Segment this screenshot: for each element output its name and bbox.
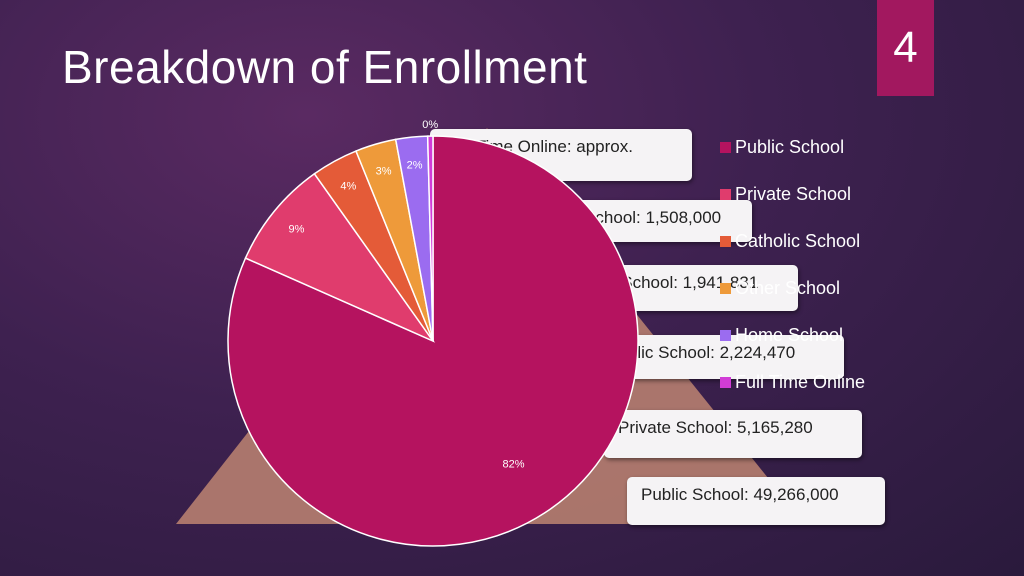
legend-item-full-time-online: Full Time Online: [720, 372, 865, 393]
pie-slice-private-school: [244, 172, 436, 343]
pyramid-box-label: Private School: 5,165,280: [618, 418, 813, 437]
legend-label: Catholic School: [735, 231, 861, 251]
legend-swatch: [720, 330, 731, 341]
data-label-home-school: 2%: [407, 160, 423, 172]
pyramid-box-full-time-online: Full Time Online: approx. 250,000: [430, 129, 692, 181]
data-label-other-school: 3%: [376, 166, 392, 178]
legend-swatch: [720, 236, 731, 247]
data-label-catholic-school: 4%: [340, 180, 356, 192]
pie-slice-public-school: [227, 135, 639, 547]
legend-item-public-school: Public School: [720, 137, 844, 158]
pie-slice-full-time-online: [426, 135, 434, 342]
legend-label: Home School: [735, 325, 844, 345]
pyramid-box-public-school: Public School: 49,266,000: [627, 477, 885, 525]
data-label-private-school: 9%: [289, 223, 305, 235]
legend-swatch: [720, 142, 731, 153]
legend-label: Private School: [735, 184, 852, 204]
legend-item-catholic-school: Catholic School: [720, 231, 860, 252]
legend-swatch: [720, 189, 731, 200]
slide-number-badge: 4: [877, 0, 934, 96]
legend-swatch: [720, 283, 731, 294]
data-label-full-time-online: 0%: [422, 119, 438, 131]
legend-item-private-school: Private School: [720, 184, 851, 205]
pyramid-box-label: Catholic School: 2,224,470: [592, 343, 796, 362]
pyramid-box-label: Public School: 49,266,000: [641, 485, 839, 504]
data-label-public-school: 82%: [503, 459, 525, 471]
legend-item-other-school: Other School: [720, 278, 840, 299]
legend-item-home-school: Home School: [720, 325, 843, 346]
page-title: Breakdown of Enrollment: [62, 41, 588, 93]
pyramid-box-private-school: Private School: 5,165,280: [604, 410, 862, 458]
legend-label: Full Time Online: [735, 372, 866, 392]
legend-swatch: [720, 377, 731, 388]
legend-label: Other School: [735, 278, 841, 298]
legend-label: Public School: [735, 137, 845, 157]
